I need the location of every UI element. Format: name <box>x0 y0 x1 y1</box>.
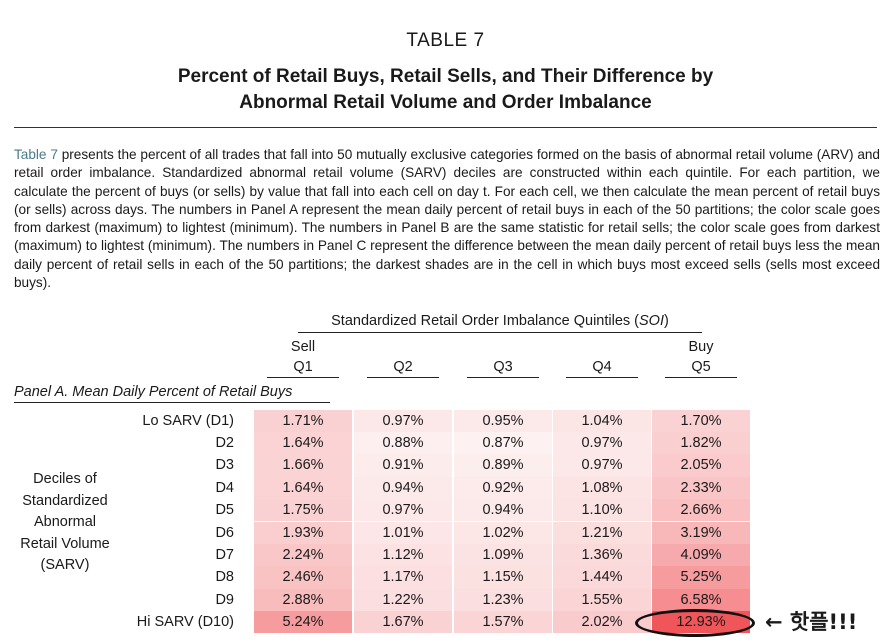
table-cell: 1.82% <box>652 431 750 455</box>
table-label: TABLE 7 <box>406 30 485 51</box>
column-header-top: Sell <box>290 339 316 355</box>
table-cell: 1.64% <box>254 431 352 455</box>
soi-header-close: ) <box>664 313 669 329</box>
table-cell: 1.09% <box>454 543 552 567</box>
table-cell: 1.36% <box>553 543 651 567</box>
table-cell: 2.88% <box>254 588 352 612</box>
table-cell: 1.01% <box>354 521 452 544</box>
table-cell: 0.91% <box>354 454 452 477</box>
row-label: D3 <box>215 457 234 474</box>
table-cell: 1.75% <box>254 499 352 522</box>
table-cell: 1.93% <box>254 521 352 544</box>
panel-a-label: Panel A. Mean Daily Percent of Retail Bu… <box>14 384 330 403</box>
side-label-line: Deciles of <box>33 471 97 487</box>
side-label-line: Standardized <box>22 492 108 509</box>
row-label: D2 <box>215 434 234 451</box>
table-cell: 2.24% <box>254 543 352 567</box>
table-cell: 0.89% <box>454 454 552 477</box>
table-cell: 0.97% <box>553 431 651 455</box>
side-label-line: Abnormal <box>33 514 97 531</box>
table-cell: 1.21% <box>553 521 651 544</box>
table-cell: 3.19% <box>652 521 750 544</box>
table-cell: 2.33% <box>652 476 750 500</box>
table-cell: 1.02% <box>454 521 552 544</box>
column-header-label: Q3 <box>493 359 513 375</box>
table-cell: 0.95% <box>454 409 552 432</box>
table-cell: 0.97% <box>553 454 651 477</box>
table-cell: 1.44% <box>553 566 651 589</box>
table-cell: 1.15% <box>454 566 552 589</box>
table-cell: 1.08% <box>553 476 651 500</box>
row-label: D6 <box>215 524 234 541</box>
table-cell: 1.64% <box>254 476 352 500</box>
table-cell: 0.88% <box>354 431 452 455</box>
table-cell: 2.02% <box>553 611 651 634</box>
soi-quintiles-header: Standardized Retail Order Imbalance Quin… <box>298 313 702 333</box>
table-cell: 5.25% <box>652 566 750 589</box>
column-header-q5: Buy Q5 <box>665 337 737 378</box>
table-reference-link[interactable]: Table 7 <box>14 147 58 162</box>
row-label: D9 <box>215 591 234 608</box>
table-description: Table 7 presents the percent of all trad… <box>14 146 880 292</box>
title-line-2: Abnormal Retail Volume and Order Imbalan… <box>239 92 652 113</box>
table-cell: 0.97% <box>354 499 452 522</box>
row-label: Hi SARV (D10) <box>136 614 234 631</box>
soi-header-abbr: SOI <box>639 313 664 329</box>
table-cell: 1.67% <box>354 611 452 634</box>
column-header-label: Q4 <box>592 359 612 375</box>
table-cell: 2.05% <box>652 454 750 477</box>
soi-header-text: Standardized Retail Order Imbalance Quin… <box>331 313 640 329</box>
table-cell: 5.24% <box>254 611 352 634</box>
table-cell: 1.57% <box>454 611 552 634</box>
table-cell: 2.66% <box>652 499 750 522</box>
table-cell: 1.04% <box>553 409 651 432</box>
row-label: Lo SARV (D1) <box>142 412 234 429</box>
column-header-top: Buy <box>688 339 714 355</box>
table-cell: 4.09% <box>652 543 750 567</box>
description-text: presents the percent of all trades that … <box>14 147 880 291</box>
column-header-q3: Q3 <box>467 357 539 378</box>
table-cell: 0.94% <box>354 476 452 500</box>
table-cell: 0.87% <box>454 431 552 455</box>
table-cell: 0.92% <box>454 476 552 500</box>
table-cell: 1.12% <box>354 543 452 567</box>
table-cell: 1.71% <box>254 409 352 432</box>
annotation-note: ← 핫플!!! <box>765 610 858 634</box>
sarv-deciles-label: Deciles of Standardized Abnormal Retail Vol… <box>6 469 124 577</box>
side-label-line: (SARV) <box>40 557 90 574</box>
table-cell: 6.58% <box>652 588 750 612</box>
table-cell: 0.94% <box>454 499 552 522</box>
table-cell: 1.10% <box>553 499 651 522</box>
column-header-label: Q2 <box>393 359 413 375</box>
column-header-q1: Sell Q1 <box>267 337 339 378</box>
row-label: D5 <box>215 502 234 519</box>
table-cell: 1.23% <box>454 588 552 612</box>
table-title: Percent of Retail Buys, Retail Sells, an… <box>0 64 891 116</box>
row-label: D7 <box>215 546 234 563</box>
row-label: D8 <box>215 569 234 586</box>
column-header-q2: Q2 <box>367 357 439 378</box>
table-cell: 1.66% <box>254 454 352 477</box>
table-cell: 1.22% <box>354 588 452 612</box>
table-cell: 0.97% <box>354 409 452 432</box>
column-header-q4: Q4 <box>566 357 638 378</box>
table-cell: 1.17% <box>354 566 452 589</box>
column-header-label: Q1 <box>293 359 313 375</box>
side-label-line: Retail Volume <box>20 535 110 552</box>
row-label: D4 <box>215 479 234 496</box>
column-header-label: Q5 <box>691 359 711 375</box>
table-cell: 1.55% <box>553 588 651 612</box>
table-cell: 2.46% <box>254 566 352 589</box>
title-line-1: Percent of Retail Buys, Retail Sells, an… <box>177 66 714 87</box>
table-cell: 1.70% <box>652 409 750 432</box>
title-divider <box>14 127 877 128</box>
highlight-ellipse <box>635 609 755 637</box>
